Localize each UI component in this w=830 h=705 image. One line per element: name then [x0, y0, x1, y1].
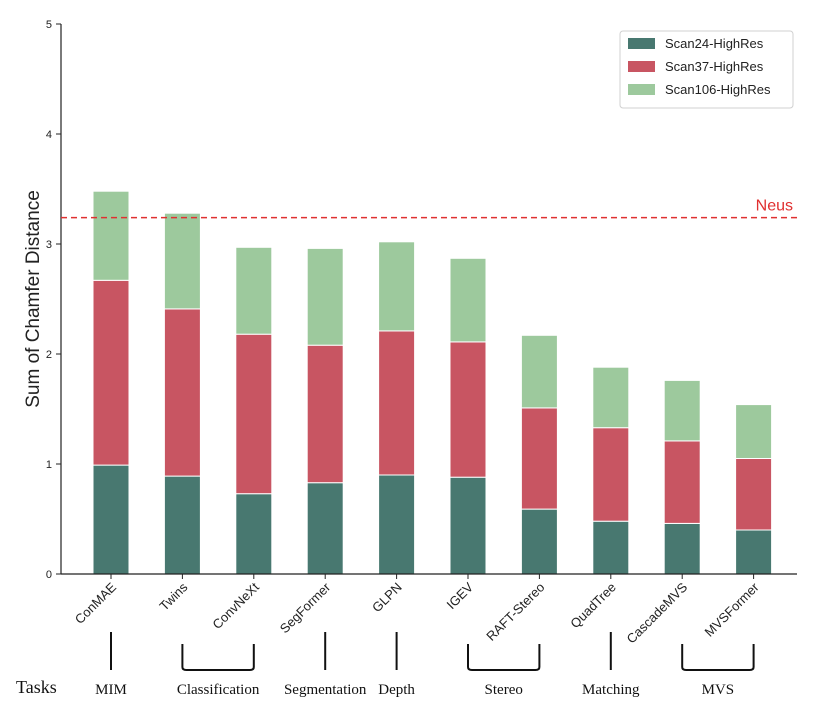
- bar-segment-3[interactable]: [449, 257, 487, 343]
- reference-line-label: Neus: [756, 198, 793, 215]
- x-tick-label: ConMAE: [72, 579, 120, 627]
- task-bracket: [467, 644, 541, 671]
- bar-segment-1[interactable]: [592, 520, 630, 575]
- bar-segment-3[interactable]: [235, 246, 273, 335]
- bar-segment-3[interactable]: [92, 190, 130, 281]
- task-label: Segmentation: [284, 682, 367, 698]
- bar-segment-2[interactable]: [235, 333, 273, 495]
- bar-segment-2[interactable]: [663, 440, 701, 524]
- y-tick-label: 0: [46, 569, 52, 581]
- bar-segment-1[interactable]: [163, 475, 201, 575]
- x-tick-label: SegFormer: [277, 579, 334, 636]
- tasks-annotation: Tasks MIM Classification Segmentation Depth S…: [16, 632, 755, 698]
- bar-segment-1[interactable]: [663, 522, 701, 575]
- bar-segment-2[interactable]: [592, 427, 630, 522]
- bar-segment-1[interactable]: [306, 482, 344, 575]
- task-bracket: [181, 644, 255, 671]
- x-tick-label: MVSFormer: [702, 579, 763, 640]
- legend-swatch: [628, 84, 655, 95]
- bar-segment-2[interactable]: [163, 308, 201, 477]
- task-label: Depth: [378, 682, 415, 698]
- bar-segment-1[interactable]: [520, 508, 558, 575]
- bar-segment-3[interactable]: [306, 247, 344, 346]
- x-tick-label: Twins: [156, 579, 190, 613]
- y-axis-label: Sum of Chamfer Distance: [23, 190, 44, 408]
- x-tick-label: ConvNeXt: [209, 579, 262, 632]
- task-label: Matching: [582, 682, 640, 698]
- bar-segment-3[interactable]: [163, 212, 201, 310]
- bar-segment-3[interactable]: [663, 379, 701, 442]
- task-bracket: [681, 644, 755, 671]
- legend-label: Scan24-HighRes: [665, 36, 764, 51]
- legend-swatch: [628, 61, 655, 72]
- y-tick-label: 5: [46, 19, 52, 31]
- bar-segment-3[interactable]: [592, 366, 630, 429]
- task-label: MIM: [95, 682, 127, 698]
- bar-segment-1[interactable]: [449, 476, 487, 575]
- bars-layer: [92, 190, 773, 575]
- legend-label: Scan106-HighRes: [665, 82, 771, 97]
- x-tick-label: GLPN: [369, 580, 405, 616]
- bar-segment-2[interactable]: [449, 341, 487, 478]
- y-tick-label: 4: [46, 129, 52, 141]
- x-tick-label: RAFT-Stereo: [483, 580, 547, 644]
- bar-segment-3[interactable]: [520, 334, 558, 409]
- reference-line-layer: Neus: [61, 198, 797, 219]
- x-tick-label: QuadTree: [567, 580, 619, 632]
- bar-segment-2[interactable]: [378, 330, 416, 476]
- legend-label: Scan37-HighRes: [665, 59, 764, 74]
- y-tick-label: 2: [46, 349, 52, 361]
- bar-segment-2[interactable]: [520, 407, 558, 510]
- tasks-title: Tasks: [16, 677, 57, 697]
- bar-segment-2[interactable]: [92, 279, 130, 466]
- legend: Scan24-HighRes Scan37-HighRes Scan106-High…: [619, 30, 794, 109]
- bar-segment-1[interactable]: [92, 464, 130, 575]
- task-label: MVS: [702, 682, 735, 698]
- bar-segment-2[interactable]: [735, 458, 773, 531]
- legend-box: [619, 30, 794, 109]
- legend-swatch: [628, 38, 655, 49]
- bar-segment-1[interactable]: [378, 474, 416, 575]
- bar-segment-3[interactable]: [735, 404, 773, 460]
- task-label: Classification: [177, 682, 260, 698]
- bar-segment-2[interactable]: [306, 344, 344, 484]
- bar-segment-1[interactable]: [235, 493, 273, 575]
- task-label: Stereo: [485, 682, 523, 698]
- bar-segment-3[interactable]: [378, 241, 416, 332]
- y-tick-label: 3: [46, 239, 52, 251]
- x-tick-label: CascadeMVS: [624, 579, 691, 646]
- bar-segment-1[interactable]: [735, 529, 773, 575]
- x-tick-label: IGEV: [444, 579, 477, 612]
- y-tick-label: 1: [46, 459, 52, 471]
